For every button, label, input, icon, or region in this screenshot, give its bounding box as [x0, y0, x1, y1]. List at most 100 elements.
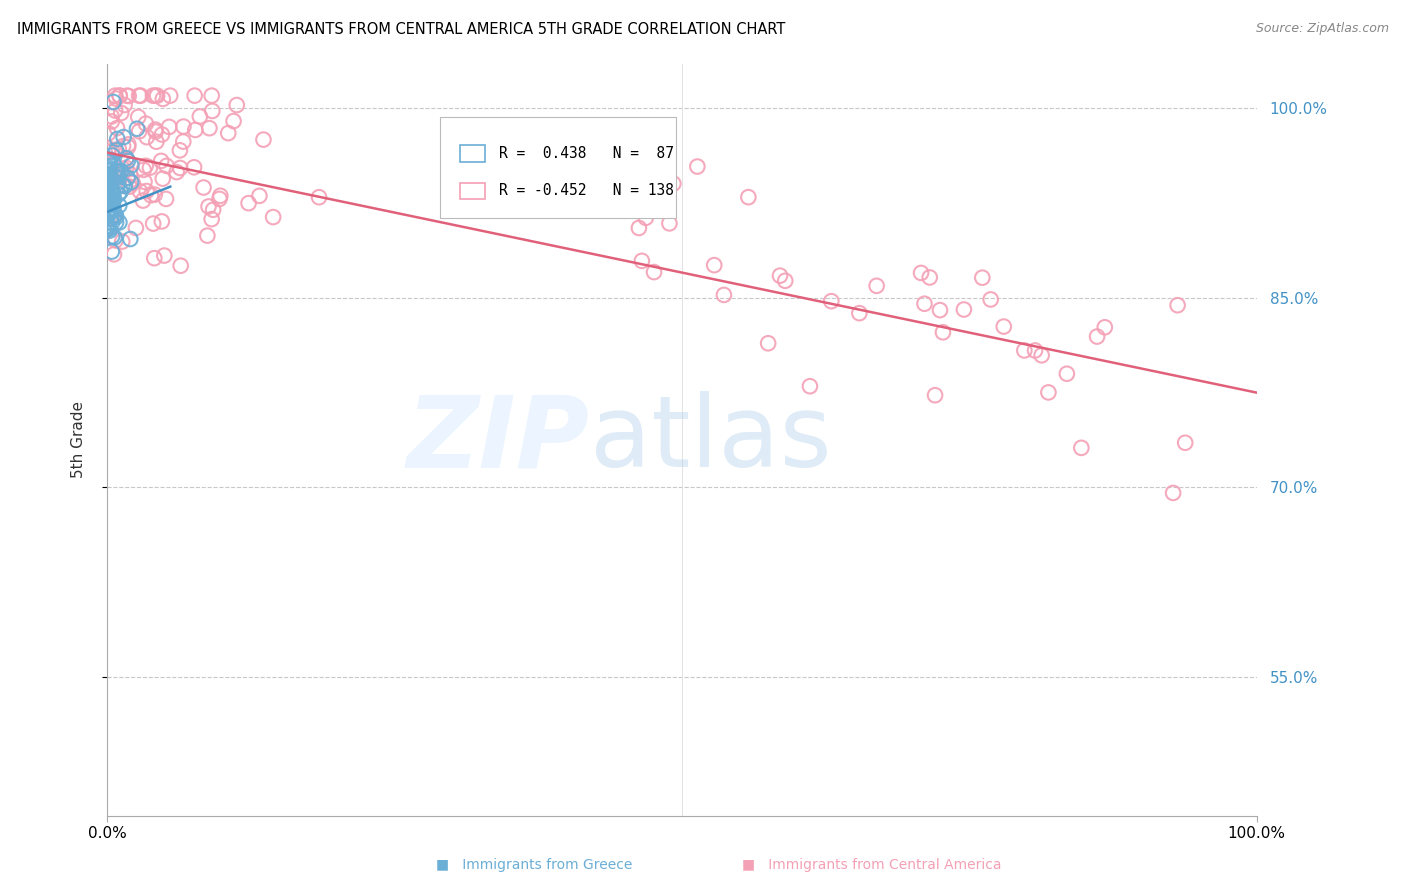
Point	[114, 98, 136, 112]
FancyBboxPatch shape	[460, 145, 485, 161]
FancyBboxPatch shape	[460, 183, 485, 199]
Point	[97, 204, 120, 219]
Text: R =  0.438   N =  87: R = 0.438 N = 87	[499, 145, 673, 161]
Point	[150, 128, 173, 142]
Point	[115, 88, 138, 103]
Point	[143, 88, 166, 103]
Point	[169, 144, 191, 158]
Point	[155, 159, 177, 173]
Point	[103, 210, 125, 224]
Point	[97, 206, 120, 220]
Point	[799, 379, 821, 393]
Point	[128, 88, 150, 103]
Point	[114, 179, 136, 194]
Point	[108, 88, 131, 103]
Point	[262, 210, 284, 224]
Point	[143, 122, 166, 136]
Point	[112, 130, 135, 145]
Point	[1014, 343, 1036, 358]
Point	[97, 202, 120, 217]
Point	[112, 161, 135, 176]
Point	[169, 161, 191, 175]
Point	[662, 177, 685, 191]
Point	[103, 188, 125, 202]
Point	[756, 336, 779, 351]
Point	[129, 88, 152, 103]
Point	[98, 177, 121, 191]
Point	[98, 207, 121, 221]
Point	[98, 202, 121, 216]
Point	[686, 160, 709, 174]
Point	[918, 270, 941, 285]
Point	[118, 179, 141, 194]
Point	[101, 144, 124, 158]
Point	[217, 126, 239, 140]
Point	[103, 247, 125, 261]
Text: IMMIGRANTS FROM GREECE VS IMMIGRANTS FROM CENTRAL AMERICA 5TH GRADE CORRELATION : IMMIGRANTS FROM GREECE VS IMMIGRANTS FRO…	[17, 22, 785, 37]
Text: atlas: atlas	[591, 392, 831, 489]
Point	[1161, 486, 1184, 500]
Point	[104, 170, 127, 185]
Point	[201, 103, 224, 118]
Point	[108, 88, 131, 103]
Point	[117, 137, 139, 152]
Point	[195, 228, 218, 243]
Point	[101, 215, 124, 229]
Point	[105, 92, 128, 106]
Point	[972, 270, 994, 285]
Point	[150, 153, 173, 168]
Point	[100, 212, 122, 227]
Point	[96, 221, 118, 235]
Point	[143, 251, 166, 265]
Point	[96, 179, 118, 194]
Point	[105, 121, 128, 136]
Point	[209, 188, 232, 202]
Point	[104, 208, 127, 222]
Point	[108, 215, 131, 229]
Point	[953, 302, 976, 317]
Point	[97, 206, 120, 220]
Point	[249, 189, 271, 203]
Point	[98, 159, 121, 173]
Point	[115, 161, 138, 175]
Point	[201, 212, 224, 227]
Point	[120, 232, 142, 246]
Point	[97, 167, 120, 181]
Point	[142, 88, 165, 103]
Point	[643, 265, 665, 279]
Point	[865, 278, 887, 293]
Point	[115, 151, 138, 165]
Point	[208, 192, 231, 206]
Point	[98, 171, 121, 186]
Point	[1038, 385, 1060, 400]
Point	[96, 195, 118, 210]
Point	[100, 114, 122, 128]
Point	[658, 216, 681, 230]
Point	[188, 110, 211, 124]
Point	[103, 230, 125, 244]
Point	[197, 199, 219, 213]
Point	[184, 123, 207, 137]
Point	[97, 155, 120, 169]
Point	[135, 184, 157, 198]
Point	[117, 170, 139, 185]
Point	[98, 224, 121, 238]
Point	[98, 168, 121, 182]
Point	[634, 211, 657, 225]
Point	[120, 175, 142, 189]
Point	[111, 165, 134, 179]
Text: ■   Immigrants from Greece: ■ Immigrants from Greece	[436, 858, 633, 872]
Point	[225, 98, 247, 112]
Point	[980, 293, 1002, 307]
Point	[101, 184, 124, 198]
Point	[96, 177, 118, 191]
Point	[98, 162, 121, 177]
Point	[97, 186, 120, 200]
Point	[153, 249, 176, 263]
Point	[110, 185, 132, 199]
Point	[98, 153, 121, 167]
Point	[117, 170, 139, 185]
Point	[105, 179, 128, 194]
Point	[773, 274, 796, 288]
Point	[97, 209, 120, 223]
